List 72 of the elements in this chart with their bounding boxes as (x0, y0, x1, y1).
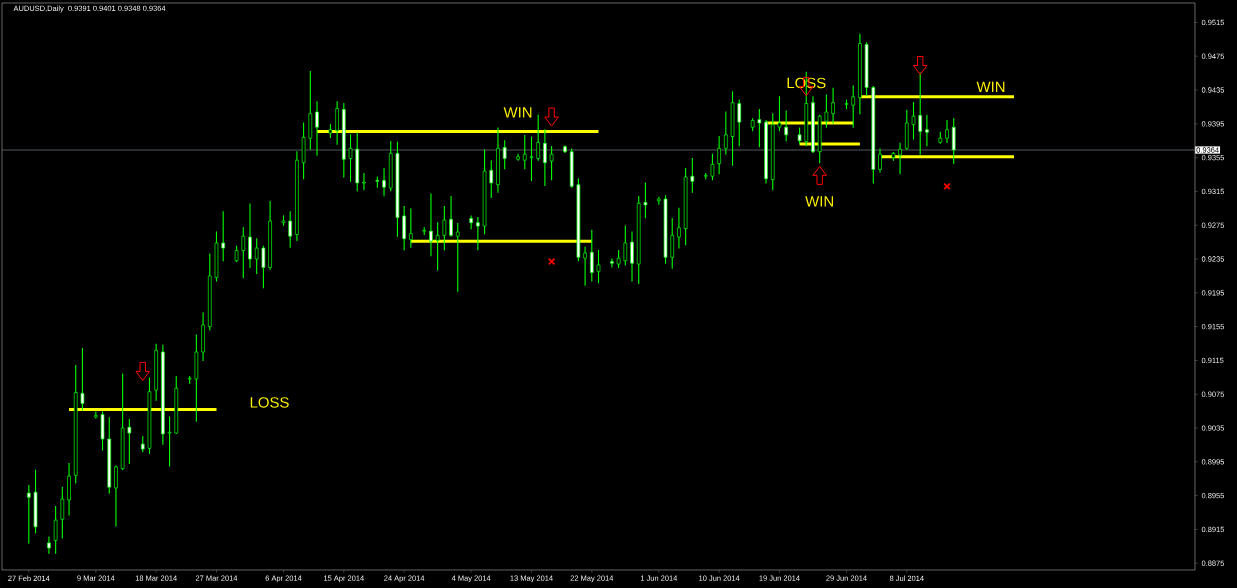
candlestick (167, 416, 172, 467)
candlestick (610, 258, 614, 268)
annotation: WIN (805, 196, 833, 207)
candlestick (261, 245, 266, 289)
candlestick (476, 217, 480, 251)
point (912, 56, 928, 76)
candlestick (724, 111, 728, 155)
candlestick (241, 227, 246, 279)
annotation: WIN (976, 81, 1005, 92)
candlestick (589, 229, 594, 282)
candlestick (455, 222, 460, 292)
point (812, 165, 827, 185)
candlestick (677, 207, 681, 249)
candlestick (630, 231, 634, 282)
candlestick (114, 465, 118, 527)
candlestick (27, 484, 31, 544)
candlestick (878, 148, 882, 173)
candlestick (429, 193, 433, 257)
candlestick (80, 348, 85, 411)
candlestick (315, 101, 319, 156)
candlestick (127, 419, 132, 465)
candlestick (824, 94, 829, 128)
candlestick (831, 87, 835, 124)
candlestick (784, 110, 788, 142)
candlestick (449, 195, 453, 237)
candlestick (898, 142, 902, 175)
candlestick (435, 222, 440, 271)
candlestick (851, 85, 856, 128)
candlestick (382, 168, 386, 197)
candlestick (529, 136, 534, 181)
point (547, 257, 556, 266)
candlestick (690, 157, 695, 193)
candlestick (951, 118, 956, 165)
candlestick (737, 99, 742, 147)
candlestick (502, 140, 507, 170)
annotation: WIN (503, 107, 532, 118)
candlestick (670, 217, 675, 269)
candlestick (335, 101, 339, 145)
candlestick (925, 114, 929, 147)
candlestick (375, 176, 380, 188)
candlestick (402, 206, 406, 251)
candlestick (710, 153, 715, 181)
candlestick (522, 135, 527, 170)
candlestick (623, 225, 628, 266)
candlestick (362, 173, 366, 191)
candlestick (288, 211, 293, 248)
candlestick (945, 119, 949, 143)
candlestick (911, 102, 916, 140)
point (135, 361, 151, 381)
candlestick (60, 486, 65, 539)
candlestick (489, 160, 494, 198)
candlestick (442, 206, 447, 251)
candlestick (536, 114, 541, 161)
candlestick (248, 203, 252, 269)
candlestick (717, 135, 721, 175)
candlestick (67, 462, 71, 516)
candlestick (757, 108, 762, 148)
candlestick (53, 506, 58, 554)
candlestick (777, 96, 782, 132)
candlestick (543, 129, 547, 187)
candlestick (643, 182, 648, 219)
candlestick (254, 238, 259, 274)
point (544, 107, 559, 127)
candlestick (549, 146, 554, 181)
candlestick (221, 211, 226, 262)
candlestick (409, 208, 413, 248)
candlestick (583, 246, 587, 286)
annotation: LOSS (250, 397, 289, 408)
candlestick (596, 250, 601, 284)
candlestick (348, 134, 353, 182)
candlestick (918, 72, 923, 155)
candlestick (47, 536, 51, 554)
